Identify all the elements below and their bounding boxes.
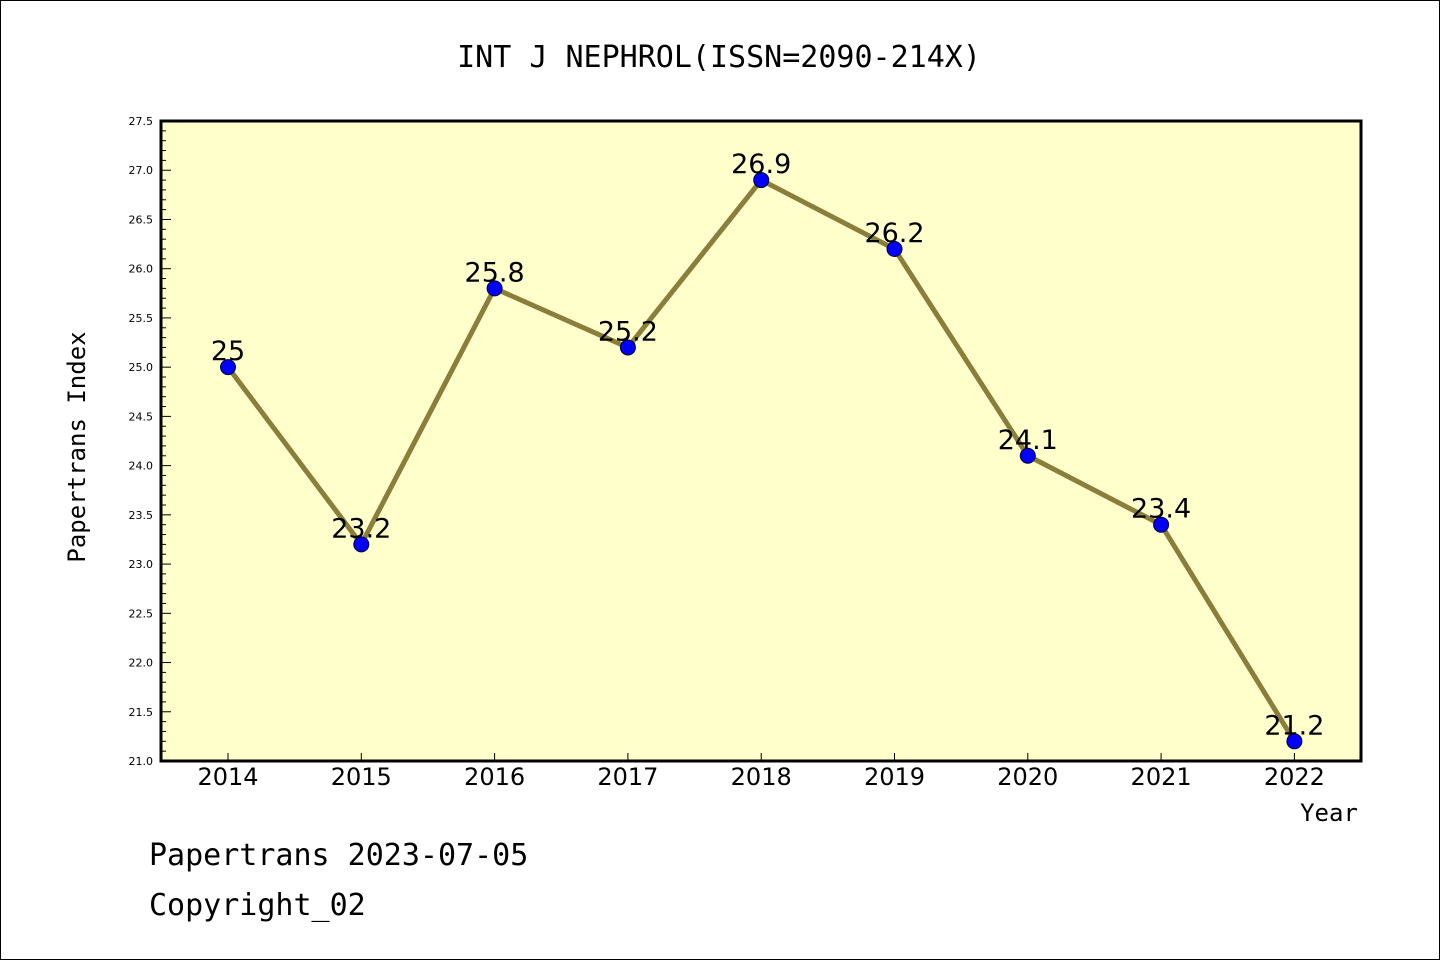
- data-point: [1019, 447, 1036, 464]
- data-label: 25: [211, 336, 245, 367]
- plot-area: [161, 121, 1361, 761]
- x-axis-ticks: 2014 2015 2016 2017 2018 2019 2020 2021 2022: [197, 753, 1325, 791]
- y-axis-label: Papertrans Index: [63, 331, 91, 562]
- y-tick-label: 23.0: [129, 558, 154, 571]
- y-axis-ticks: 21.0 21.5 22.0 22.5 23.0 23.5 24.0 24.5 25.0 25.5…: [129, 115, 171, 768]
- data-label: 25.8: [465, 257, 525, 288]
- chart-title: INT J NEPHROL(ISSN=2090-214X): [457, 40, 981, 75]
- data-label: 23.4: [1131, 494, 1191, 525]
- series-layer: [220, 172, 1303, 750]
- x-tick-label: 2014: [197, 763, 258, 791]
- data-point: [1153, 516, 1170, 533]
- x-tick-label: 2020: [997, 763, 1058, 791]
- data-label: 26.9: [731, 149, 791, 180]
- y-tick-label: 22.5: [129, 607, 154, 620]
- plot-frame: [159, 119, 1363, 763]
- y-tick-label: 25.5: [129, 312, 154, 325]
- y-tick-label: 22.0: [129, 657, 154, 670]
- x-tick-label: 2016: [464, 763, 525, 791]
- data-point: [486, 280, 503, 297]
- x-tick-label: 2015: [331, 763, 392, 791]
- x-tick-label: 2018: [731, 763, 792, 791]
- y-tick-label: 26.0: [129, 263, 154, 276]
- y-tick-label: 27.0: [129, 164, 154, 177]
- x-tick-label: 2021: [1131, 763, 1192, 791]
- y-tick-label: 25.0: [129, 361, 154, 374]
- data-label: 26.2: [864, 218, 924, 249]
- data-point: [353, 536, 370, 553]
- data-point: [1286, 733, 1303, 750]
- data-label: 21.2: [1264, 710, 1324, 741]
- data-point: [753, 172, 770, 189]
- data-point: [619, 339, 636, 356]
- x-axis-label: Year: [1300, 799, 1358, 827]
- x-tick-label: 2022: [1264, 763, 1325, 791]
- y-tick-label: 21.0: [129, 755, 154, 768]
- data-label: 25.2: [598, 316, 658, 347]
- y-tick-label: 21.5: [129, 706, 154, 719]
- y-tick-label: 23.5: [129, 509, 154, 522]
- y-tick-label: 27.5: [129, 115, 154, 128]
- data-point: [886, 241, 903, 257]
- data-labels: 25 23.2 25.8 25.2 26.9 26.2 24.1 23.4 21.2: [211, 149, 1325, 741]
- footer-copyright: Copyright_02: [149, 888, 366, 923]
- data-label: 23.2: [331, 513, 391, 544]
- footer-date: Papertrans 2023-07-05: [149, 838, 528, 873]
- y-tick-label: 24.5: [129, 410, 154, 423]
- x-tick-label: 2019: [864, 763, 925, 791]
- y-tick-label: 26.5: [129, 213, 154, 226]
- data-label: 24.1: [998, 425, 1058, 456]
- y-tick-label: 24.0: [129, 460, 154, 473]
- data-point: [220, 359, 236, 376]
- x-tick-label: 2017: [597, 763, 658, 791]
